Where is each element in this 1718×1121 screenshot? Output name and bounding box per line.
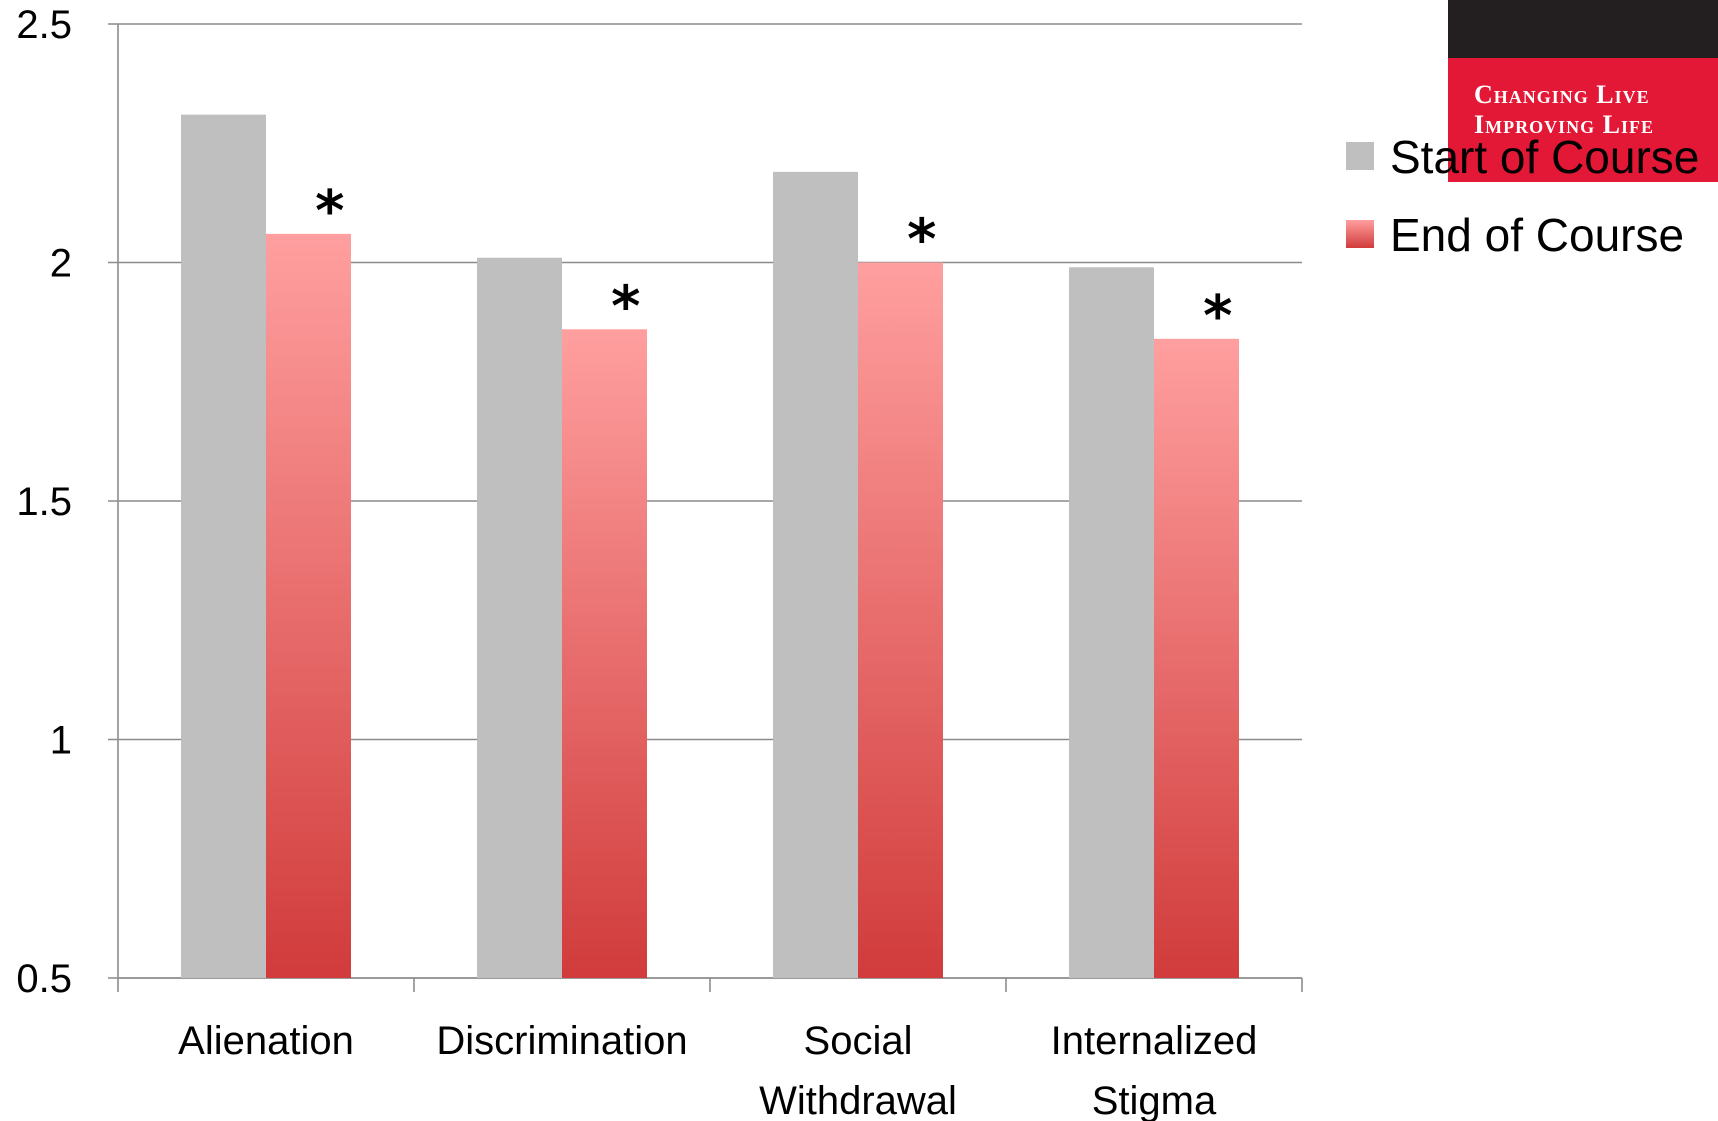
significance-marker: *: [611, 274, 640, 339]
x-category-label: Withdrawal: [759, 1079, 957, 1121]
y-tick-label: 2.5: [16, 3, 72, 47]
y-tick-label: 1: [50, 719, 72, 763]
significance-marker: *: [1203, 284, 1232, 349]
bar-start-of-course: [1069, 267, 1154, 978]
bar-start-of-course: [773, 171, 858, 978]
bar-end-of-course: [266, 233, 351, 978]
x-category-label: Alienation: [178, 1019, 354, 1063]
y-tick-label: 1.5: [16, 480, 72, 524]
y-tick-label: 0.5: [16, 957, 72, 1001]
legend-swatch-start: [1346, 142, 1374, 170]
x-category-label: Social: [804, 1019, 913, 1063]
legend-label-start: Start of Course: [1390, 131, 1700, 183]
bar-end-of-course: [1154, 338, 1239, 978]
x-category-label: Internalized: [1051, 1019, 1258, 1063]
significance-marker: *: [315, 179, 344, 244]
logo: Changing Live Improving Life: [1448, 0, 1718, 182]
labels: 0.5 1 1.5 2 2.5 * Alienation * Discrimination * So…: [16, 3, 1257, 1121]
bar-end-of-course: [858, 262, 943, 978]
logo-red-band: Changing Live Improving Life: [1448, 58, 1718, 182]
legend-label-end: End of Course: [1390, 209, 1685, 261]
x-category-label: Stigma: [1092, 1079, 1217, 1121]
y-tick-label: 2: [50, 242, 72, 286]
bar-end-of-course: [562, 329, 647, 978]
significance-marker: *: [907, 208, 936, 273]
legend-swatch-end: [1346, 220, 1374, 248]
x-category-label: Discrimination: [436, 1019, 687, 1063]
bars: [181, 114, 1239, 979]
bar-start-of-course: [477, 257, 562, 979]
logo-dark-band: [1448, 0, 1718, 58]
bar-start-of-course: [181, 114, 266, 978]
logo-text-line2: Improving Life: [1474, 110, 1654, 139]
logo-text-line1: Changing Live: [1474, 80, 1650, 109]
